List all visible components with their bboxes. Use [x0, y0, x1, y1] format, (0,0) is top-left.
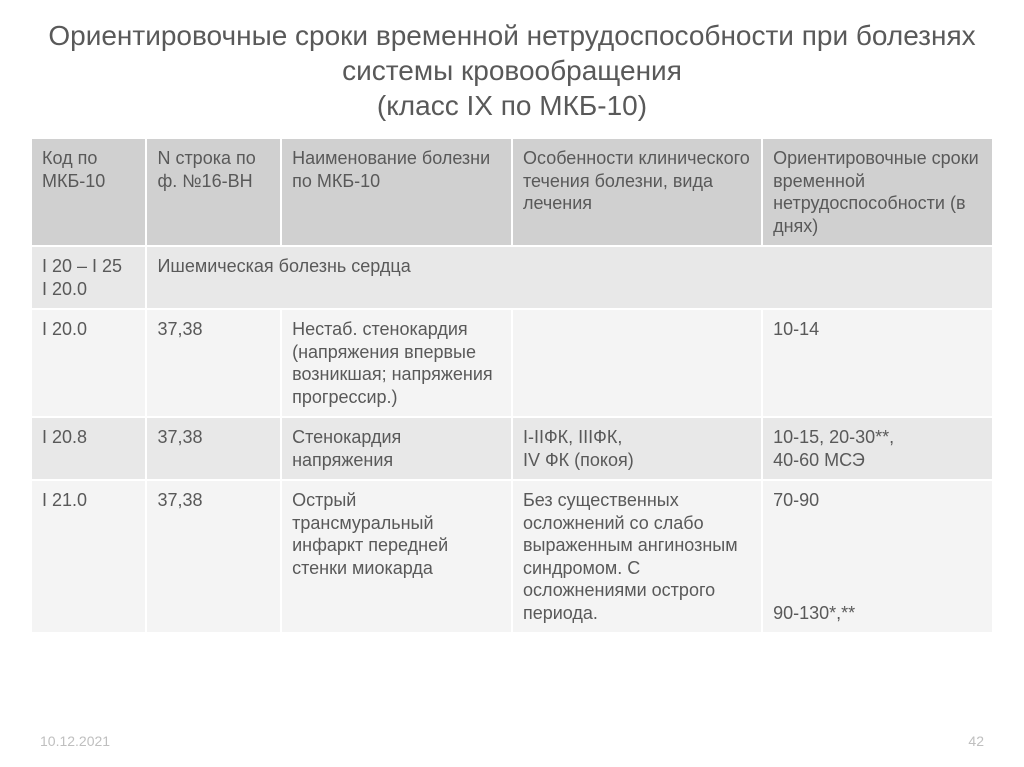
cell-name: Стенокардия напряжения — [281, 417, 512, 480]
cell-duration: 70-9090-130*,** — [762, 480, 993, 633]
col-header-code: Код по МКБ-10 — [31, 138, 146, 246]
footer-page: 42 — [968, 733, 984, 749]
disability-table: Код по МКБ-10 N строка по ф. №16-ВН Наим… — [30, 137, 994, 634]
col-header-features: Особенности клинического течения болезни… — [512, 138, 762, 246]
cell-code: I 21.0 — [31, 480, 146, 633]
section-title: Ишемическая болезнь сердца — [146, 246, 993, 309]
cell-name: Нестаб. стенокардия (напряжения впервые … — [281, 309, 512, 417]
cell-code: I 20.0 — [31, 309, 146, 417]
page-title: Ориентировочные сроки временной нетрудос… — [30, 18, 994, 123]
cell-code: I 20.8 — [31, 417, 146, 480]
table-row: I 20.8 37,38 Стенокардия напряжения I-II… — [31, 417, 993, 480]
cell-features: I-IIФК, IIIФК,IV ФК (покоя) — [512, 417, 762, 480]
cell-name: Острый трансмуральный инфаркт передней с… — [281, 480, 512, 633]
table-header-row: Код по МКБ-10 N строка по ф. №16-ВН Наим… — [31, 138, 993, 246]
table-row: I 20.0 37,38 Нестаб. стенокардия (напряж… — [31, 309, 993, 417]
table-row: I 21.0 37,38 Острый трансмуральный инфар… — [31, 480, 993, 633]
cell-duration: 10-15, 20-30**,40-60 МСЭ — [762, 417, 993, 480]
footer-date: 10.12.2021 — [40, 733, 110, 749]
cell-features: Без существенных осложнений со слабо выр… — [512, 480, 762, 633]
cell-line: 37,38 — [146, 309, 281, 417]
cell-features — [512, 309, 762, 417]
col-header-name: Наименование болезни по МКБ-10 — [281, 138, 512, 246]
table-section-row: I 20 – I 25I 20.0 Ишемическая болезнь се… — [31, 246, 993, 309]
col-header-line: N строка по ф. №16-ВН — [146, 138, 281, 246]
col-header-duration: Ориентировочные сроки временной нетрудос… — [762, 138, 993, 246]
section-code: I 20 – I 25I 20.0 — [31, 246, 146, 309]
cell-line: 37,38 — [146, 417, 281, 480]
cell-line: 37,38 — [146, 480, 281, 633]
slide-footer: 10.12.2021 42 — [40, 733, 984, 749]
cell-duration: 10-14 — [762, 309, 993, 417]
